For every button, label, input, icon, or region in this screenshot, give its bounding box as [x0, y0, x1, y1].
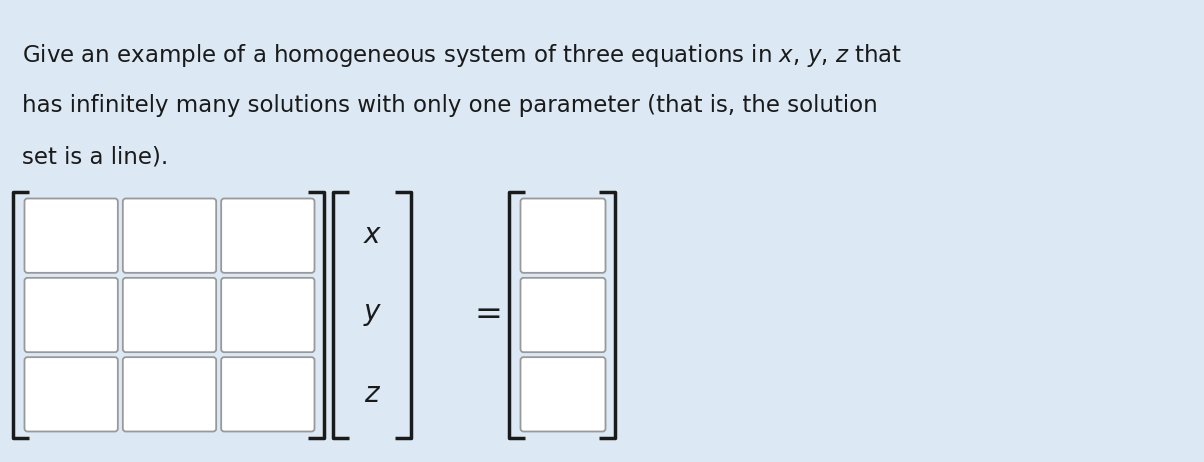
Text: $z$: $z$ [365, 381, 382, 408]
FancyBboxPatch shape [24, 278, 118, 352]
FancyBboxPatch shape [24, 199, 118, 273]
FancyBboxPatch shape [24, 357, 118, 432]
Text: $y$: $y$ [364, 302, 383, 328]
Text: has infinitely many solutions with only one parameter (that is, the solution: has infinitely many solutions with only … [22, 94, 878, 117]
FancyBboxPatch shape [520, 278, 606, 352]
FancyBboxPatch shape [123, 278, 217, 352]
FancyBboxPatch shape [520, 357, 606, 432]
FancyBboxPatch shape [222, 199, 314, 273]
Text: =: = [474, 298, 502, 332]
Text: set is a line).: set is a line). [22, 146, 169, 169]
Text: $x$: $x$ [364, 222, 383, 249]
FancyBboxPatch shape [123, 357, 217, 432]
FancyBboxPatch shape [222, 357, 314, 432]
Text: Give an example of a homogeneous system of three equations in $x$, $y$, $z$ that: Give an example of a homogeneous system … [22, 42, 902, 69]
FancyBboxPatch shape [520, 199, 606, 273]
FancyBboxPatch shape [123, 199, 217, 273]
FancyBboxPatch shape [222, 278, 314, 352]
